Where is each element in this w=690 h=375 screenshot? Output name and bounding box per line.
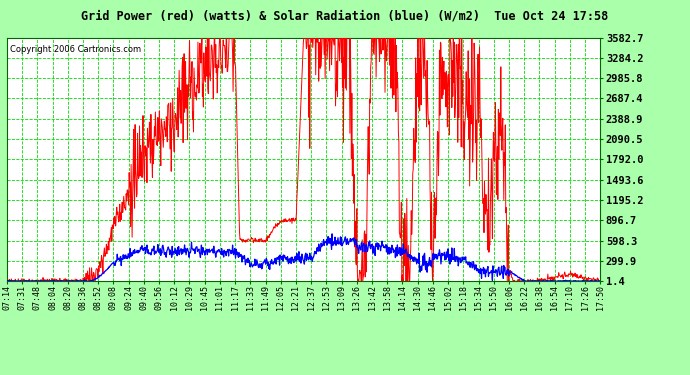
Text: Copyright 2006 Cartronics.com: Copyright 2006 Cartronics.com <box>10 45 141 54</box>
Text: Grid Power (red) (watts) & Solar Radiation (blue) (W/m2)  Tue Oct 24 17:58: Grid Power (red) (watts) & Solar Radiati… <box>81 9 609 22</box>
